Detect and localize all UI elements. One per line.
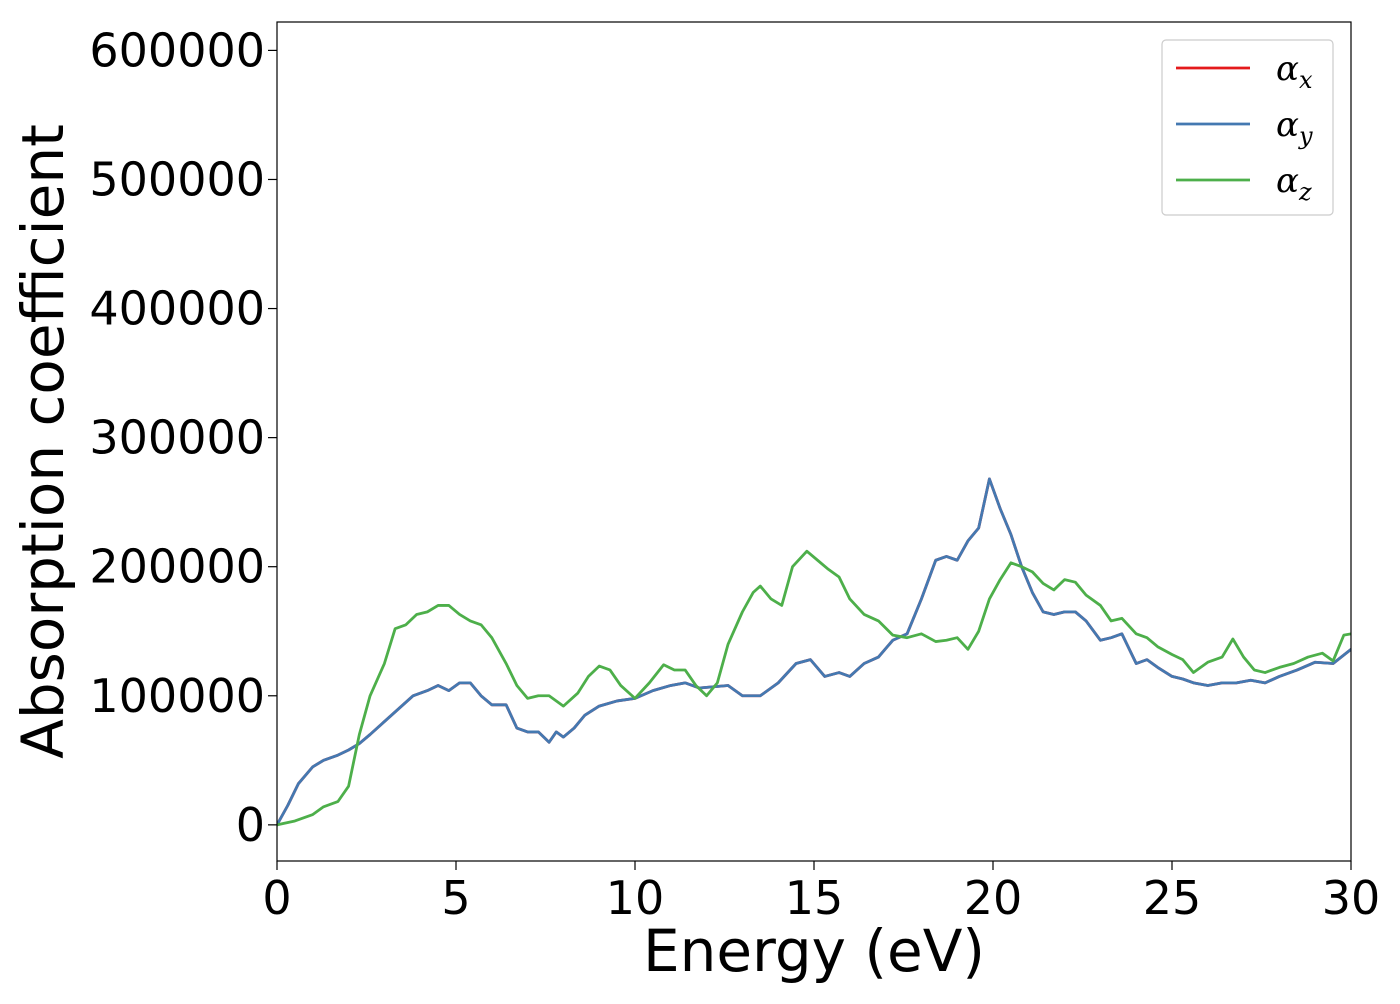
x-tick-label: 30: [1322, 871, 1381, 925]
x-axis-title: Energy (eV): [643, 917, 985, 985]
series-line-z: [277, 549, 1351, 827]
x-tick-label: 15: [785, 871, 844, 925]
y-axis-title: Absorption coefficient: [9, 124, 77, 759]
series-line-x: [277, 477, 1351, 827]
legend-label-z: αz: [1276, 161, 1312, 206]
y-tick-label: 600000: [89, 23, 265, 77]
legend-label-y: αy: [1276, 105, 1313, 150]
x-tick-label: 0: [262, 871, 291, 925]
x-tick-label: 25: [1143, 871, 1202, 925]
series-line-y: [277, 477, 1351, 827]
legend: αx αy αz: [1161, 39, 1334, 216]
y-tick-label: 300000: [89, 411, 265, 465]
x-tick-label: 20: [964, 871, 1023, 925]
y-tick-label: 400000: [89, 282, 265, 336]
legend-label-x: αx: [1276, 49, 1313, 94]
y-tick-label: 200000: [89, 540, 265, 594]
x-tick-label: 10: [606, 871, 665, 925]
x-tick-label: 5: [441, 871, 470, 925]
y-tick-label: 100000: [89, 669, 265, 723]
y-tick-label: 0: [236, 798, 265, 852]
legend-box: [1161, 39, 1334, 216]
y-tick-label: 500000: [89, 152, 265, 206]
